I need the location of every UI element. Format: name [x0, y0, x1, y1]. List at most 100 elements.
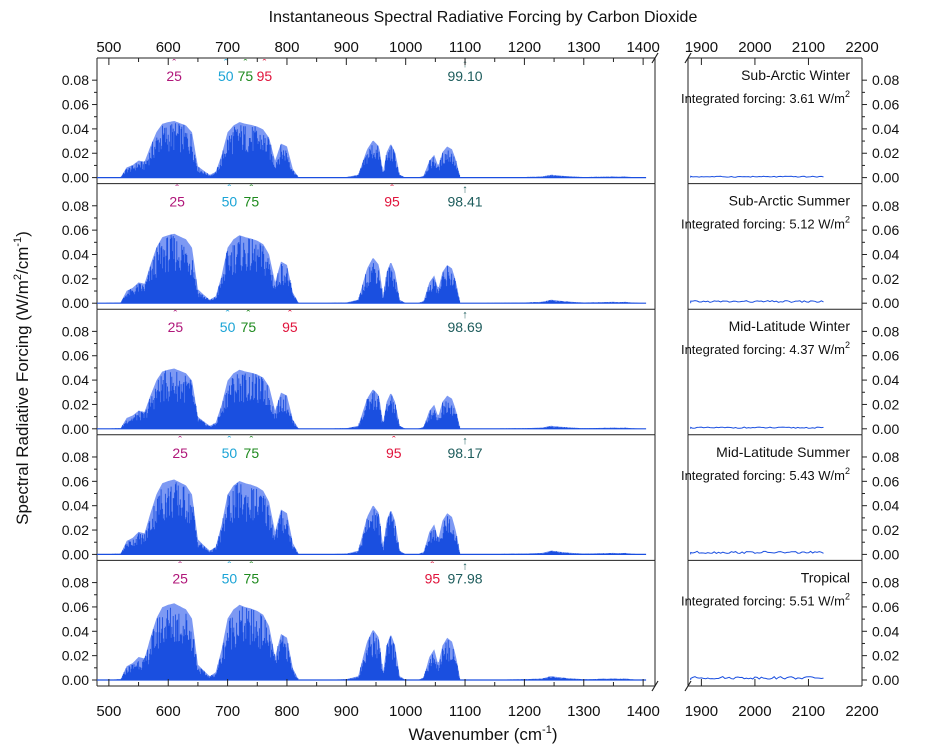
panel-name: Mid-Latitude Winter	[729, 318, 851, 334]
y-tick-label-right: 0.06	[872, 97, 899, 113]
y-tick-label-left: 0.00	[62, 672, 89, 688]
plot-layer: 0.00 0.00 0.02 0.02 0.04 0.04 0.06 0.06 0.08 0.08…	[62, 39, 900, 720]
percentile-marker-label: 25	[169, 194, 185, 210]
percentile-marker-arrow: ˆ	[250, 435, 254, 447]
x-axis-bottom-tick-label: 2200	[845, 703, 878, 720]
percentile-marker-arrow: ˆ	[172, 58, 176, 70]
percentile-marker-arrow: ˆ	[250, 184, 254, 196]
panel-1: 0.00 0.00 0.02 0.02 0.04 0.04 0.06 0.06 0.08 0.08…	[62, 183, 899, 311]
x-axis-top-tick-label: 1200	[508, 39, 541, 56]
x-axis-bottom-tick-label: 700	[215, 703, 240, 720]
x-axis-bottom-tick-label: 1000	[389, 703, 422, 720]
percentile-marker-label: 95	[425, 570, 441, 586]
y-tick-label-left: 0.08	[62, 72, 89, 88]
y-tick-label-left: 0.04	[62, 246, 89, 262]
y-tick-label-left: 0.06	[62, 473, 89, 489]
y-axis-label-end: )	[13, 231, 32, 237]
percentile-marker-arrow: ˆ	[178, 560, 182, 572]
percentile-marker-label: 50	[222, 445, 238, 461]
percentile-marker-label: 95	[386, 445, 402, 461]
y-tick-label-left: 0.00	[62, 421, 89, 437]
panel-forcing-sup: 2	[845, 89, 850, 99]
percentile-marker-label: 95	[257, 68, 273, 84]
panel-0: 0.00 0.00 0.02 0.02 0.04 0.04 0.06 0.06 0.08 0.08…	[62, 58, 899, 186]
y-tick-label-left: 0.02	[62, 648, 89, 664]
panel-3: 0.00 0.00 0.02 0.02 0.04 0.04 0.06 0.06 0.08 0.08…	[62, 434, 899, 562]
panel-name: Tropical	[801, 569, 850, 585]
x-axis-top-tick-label: 700	[215, 39, 240, 56]
x-axis-bottom-tick-label: 1300	[567, 703, 600, 720]
panel-forcing: Integrated forcing: 5.43 W/m2	[681, 466, 850, 483]
percentile-marker-label: 95	[384, 194, 400, 210]
y-tick-label-left: 0.04	[62, 121, 89, 137]
percentile-marker-arrow: ˆ	[178, 435, 182, 447]
y-tick-label-right: 0.02	[872, 271, 899, 287]
y-tick-label-left: 0.02	[62, 271, 89, 287]
panel-forcing-text: Integrated forcing: 3.61 W/m	[681, 91, 845, 106]
x-axis-label-end: )	[552, 725, 558, 744]
panel-forcing-sup: 2	[845, 466, 850, 476]
y-tick-label-left: 0.08	[62, 575, 89, 591]
percentile-marker-arrow: ˆ	[263, 58, 267, 70]
x-axis-label-sup: -1	[542, 724, 552, 736]
percentile-marker-arrow: ˆ	[250, 560, 254, 572]
percentile-marker-label: 25	[166, 68, 182, 84]
chart-title: Instantaneous Spectral Radiative Forcing…	[269, 9, 698, 26]
y-tick-label-left: 0.00	[62, 295, 89, 311]
percentile-marker-arrow: ˆ	[174, 309, 178, 321]
y-tick-label-left: 0.04	[62, 372, 89, 388]
percentile-marker-label: 95	[282, 319, 298, 335]
percentile-marker-arrow: ↑	[462, 560, 468, 572]
panel-forcing-text: Integrated forcing: 5.43 W/m	[681, 468, 845, 483]
x-axis-bottom-break-mark	[651, 680, 659, 692]
x-axis-top-tick-label: 1400	[626, 39, 659, 56]
percentile-marker-label: 50	[222, 570, 238, 586]
y-tick-label-right: 0.08	[872, 323, 899, 339]
y-tick-label-left: 0.08	[62, 198, 89, 214]
y-tick-label-right: 0.06	[872, 222, 899, 238]
y-tick-label-right: 0.00	[872, 295, 899, 311]
y-axis-label-mid: /cm	[13, 247, 32, 274]
y-tick-label-left: 0.06	[62, 348, 89, 364]
percentile-marker-label: 98.69	[448, 319, 483, 335]
percentile-marker-label: 75	[244, 194, 260, 210]
y-tick-label-right: 0.08	[872, 72, 899, 88]
percentile-marker-arrow: ˆ	[288, 309, 292, 321]
x-axis-bottom-tick-label: 600	[156, 703, 181, 720]
x-axis-bottom-tick-label: 2000	[738, 703, 771, 720]
y-tick-label-left: 0.04	[62, 498, 89, 514]
panel-forcing: Integrated forcing: 5.51 W/m2	[681, 591, 850, 608]
y-tick-label-right: 0.04	[872, 246, 899, 262]
y-tick-label-right: 0.00	[872, 546, 899, 562]
y-tick-label-left: 0.02	[62, 145, 89, 161]
panel-name: Sub-Arctic Winter	[741, 67, 850, 83]
panel-name: Sub-Arctic Summer	[729, 193, 851, 209]
percentile-marker-arrow: ↑	[462, 309, 468, 321]
x-axis-label: Wavenumber (cm-1)	[409, 724, 558, 744]
y-axis-label: Spectral Radiative Forcing (W/m2/cm-1)	[12, 231, 32, 525]
x-axis-top-tick-label: 800	[274, 39, 299, 56]
spectrum-right-trace	[690, 300, 824, 304]
percentile-marker-arrow: ˆ	[244, 58, 248, 70]
percentile-marker-label: 98.17	[448, 445, 483, 461]
percentile-marker-arrow: ˆ	[228, 435, 232, 447]
x-axis-bottom-tick-label: 1100	[449, 703, 481, 720]
x-axis-top-tick-label: 2100	[792, 39, 825, 56]
x-axis-top-tick-label: 1000	[389, 39, 422, 56]
spectrum-right-trace	[690, 426, 824, 429]
percentile-marker-label: 50	[218, 68, 234, 84]
panel-forcing-sup: 2	[845, 591, 850, 601]
spectrum-right-trace	[690, 676, 824, 681]
percentile-marker-arrow: ↑	[462, 184, 468, 196]
percentile-marker-label: 50	[220, 319, 236, 335]
y-tick-label-left: 0.08	[62, 449, 89, 465]
y-tick-label-right: 0.08	[872, 198, 899, 214]
percentile-marker-label: 25	[168, 319, 184, 335]
y-tick-label-right: 0.04	[872, 121, 899, 137]
y-tick-label-left: 0.02	[62, 522, 89, 538]
percentile-marker-arrow: ˆ	[228, 184, 232, 196]
y-tick-label-left: 0.00	[62, 546, 89, 562]
y-tick-label-right: 0.06	[872, 473, 899, 489]
